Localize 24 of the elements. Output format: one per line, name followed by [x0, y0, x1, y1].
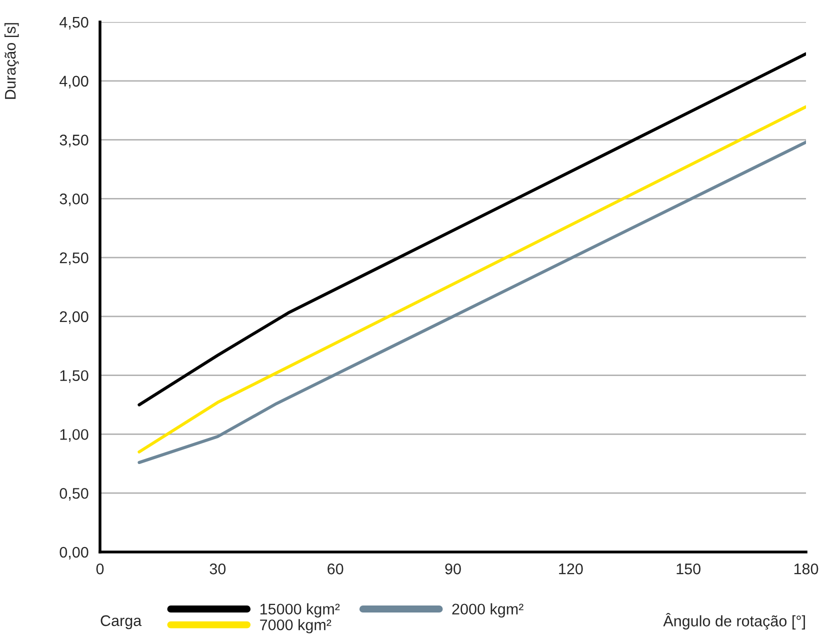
legend-label: 7000 kgm²	[260, 619, 332, 634]
x-tick-label: 120	[559, 564, 583, 574]
y-tick-label: 3,00	[60, 194, 88, 206]
x-axis-title: Ângulo de rotação [°]	[663, 612, 805, 630]
legend-label: 2000 kgm²	[452, 603, 524, 618]
x-tick-label: 60	[328, 564, 344, 574]
line-series	[138, 52, 806, 406]
y-tick-label: 4,00	[60, 76, 88, 88]
x-tick-label: 30	[210, 564, 226, 574]
y-tick-label: 0,50	[60, 488, 88, 501]
y-tick-label: 1,50	[60, 370, 88, 383]
legend-title: Carga	[100, 615, 142, 630]
x-tick-label: 180	[794, 564, 818, 574]
x-tick-label: 0	[96, 564, 104, 574]
legend-label: 15000 kgm²	[260, 603, 340, 618]
x-tick-label: 90	[445, 564, 461, 574]
x-tick-label: 150	[676, 564, 700, 574]
y-tick-label: 1,00	[60, 429, 88, 442]
y-axis-title: Duração [s]	[4, 23, 19, 99]
y-tick-label: 2,00	[60, 311, 88, 324]
y-tick-label: 4,50	[60, 16, 88, 30]
y-tick-label: 2,50	[60, 252, 88, 266]
y-tick-label: 0,00	[60, 546, 88, 560]
y-tick-label: 3,50	[60, 134, 88, 148]
